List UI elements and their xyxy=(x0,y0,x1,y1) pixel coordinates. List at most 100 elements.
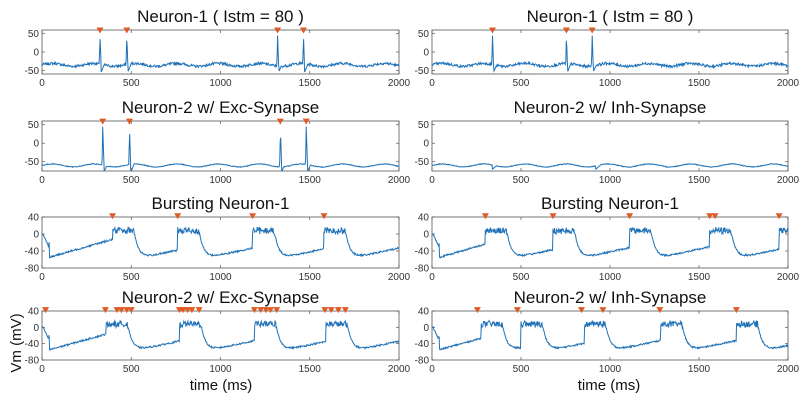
y-tick-label: 0 xyxy=(33,323,39,334)
spike-marker xyxy=(775,213,783,220)
spike-marker xyxy=(174,213,182,220)
y-tick-label: -40 xyxy=(415,339,430,350)
y-tick-label: 0 xyxy=(33,139,39,150)
x-tick-label: 0 xyxy=(429,272,435,283)
y-tick-label: -80 xyxy=(25,264,40,275)
spike-marker xyxy=(327,307,335,314)
y-tick-label: -80 xyxy=(415,264,430,275)
membrane-trace xyxy=(431,227,789,259)
x-tick-label: 1500 xyxy=(688,78,711,89)
spike-marker xyxy=(273,307,281,314)
x-axis-label-left: time (ms) xyxy=(190,377,253,394)
x-tick-label: 1000 xyxy=(599,364,622,375)
spike-marker xyxy=(127,307,135,314)
chart-title: Bursting Neuron-1 xyxy=(152,194,290,213)
spike-marker xyxy=(562,27,570,34)
chart-panel: Neuron-2 w/ Inh-Synapse 0 500 1000 1500 2000 4… xyxy=(415,288,800,375)
spike-marker xyxy=(334,307,342,314)
spike-marker xyxy=(711,213,719,220)
spike-marker xyxy=(188,307,196,314)
membrane-trace xyxy=(431,319,789,351)
x-tick-label: 500 xyxy=(123,78,140,89)
y-tick-label: -40 xyxy=(415,247,430,258)
y-axis-label: Vm (mV) xyxy=(8,313,25,372)
y-tick-label: -50 xyxy=(415,66,430,77)
spike-marker xyxy=(274,27,282,34)
spike-marker xyxy=(101,307,109,314)
spike-marker xyxy=(249,213,257,220)
x-tick-label: 0 xyxy=(39,175,45,186)
x-tick-label: 0 xyxy=(39,78,45,89)
y-tick-label: 40 xyxy=(418,213,430,224)
spike-marker xyxy=(513,307,521,314)
spike-marker xyxy=(276,118,284,125)
spike-marker xyxy=(126,118,133,125)
plot-frame xyxy=(41,216,400,269)
y-tick-label: -40 xyxy=(25,247,40,258)
chart-title: Neuron-2 w/ Inh-Synapse xyxy=(514,288,707,307)
y-tick-label: 40 xyxy=(418,307,430,318)
y-tick-label: -50 xyxy=(25,66,40,77)
chart-panel: Neuron-1 ( Istm = 80 )0 500 1000 1500 200050… xyxy=(415,7,800,89)
x-tick-label: 500 xyxy=(123,175,140,186)
x-tick-label: 500 xyxy=(513,364,530,375)
x-tick-label: 1000 xyxy=(209,364,232,375)
spike-marker xyxy=(123,307,131,314)
x-tick-label: 500 xyxy=(123,364,140,375)
chart-panel: Neuron-1 ( Istm = 80 )0 500 1000 1500 200050… xyxy=(25,7,411,89)
spike-marker xyxy=(732,307,740,314)
x-tick-label: 1000 xyxy=(209,175,232,186)
spike-marker xyxy=(195,307,203,314)
panels: Neuron-1 ( Istm = 80 )0 500 1000 1500 200050… xyxy=(25,7,800,375)
chart-title: Neuron-1 ( Istm = 80 ) xyxy=(527,7,694,26)
x-tick-label: 1000 xyxy=(209,78,232,89)
spike-marker xyxy=(578,307,585,314)
membrane-trace xyxy=(41,318,399,351)
membrane-trace xyxy=(431,162,789,171)
x-tick-label: 1500 xyxy=(688,175,711,186)
spike-marker xyxy=(99,118,107,125)
y-tick-label: 0 xyxy=(423,48,429,59)
spike-marker xyxy=(706,213,714,220)
x-tick-label: 1500 xyxy=(299,272,322,283)
x-tick-label: 500 xyxy=(123,272,140,283)
spike-marker xyxy=(588,27,596,34)
x-tick-label: 1500 xyxy=(299,364,322,375)
spike-marker xyxy=(321,307,329,314)
spike-marker xyxy=(599,307,607,314)
y-tick-label: 50 xyxy=(28,120,40,131)
spike-marker xyxy=(117,307,125,314)
spike-marker xyxy=(489,27,496,34)
membrane-trace xyxy=(41,225,400,259)
x-tick-label: 0 xyxy=(429,78,435,89)
membrane-trace xyxy=(41,126,400,172)
spike-marker xyxy=(257,307,265,314)
x-tick-label: 1000 xyxy=(209,272,232,283)
x-tick-label: 0 xyxy=(39,272,45,283)
x-tick-label: 2000 xyxy=(388,78,411,89)
y-tick-label: -80 xyxy=(25,356,40,367)
y-tick-label: 0 xyxy=(33,48,39,59)
y-tick-label: 50 xyxy=(28,29,40,40)
x-tick-label: 2000 xyxy=(777,175,800,186)
chart-title: Neuron-1 ( Istm = 80 ) xyxy=(137,7,304,26)
y-tick-label: -40 xyxy=(25,339,40,350)
x-tick-label: 2000 xyxy=(388,364,411,375)
spike-marker xyxy=(109,213,116,220)
y-tick-label: 0 xyxy=(423,139,429,150)
y-tick-label: 50 xyxy=(418,120,430,131)
x-tick-label: 0 xyxy=(39,364,45,375)
x-tick-label: 2000 xyxy=(777,364,800,375)
plot-frame xyxy=(431,29,789,75)
spike-marker xyxy=(300,27,307,34)
chart-panel: Bursting Neuron-1 0 500 1000 1500 2000 40 0 -40 -… xyxy=(25,194,411,283)
y-tick-label: 0 xyxy=(423,230,429,241)
y-tick-label: -50 xyxy=(25,157,40,168)
spike-marker xyxy=(481,213,489,220)
membrane-trace xyxy=(431,35,789,73)
x-tick-label: 2000 xyxy=(388,272,411,283)
y-tick-label: 0 xyxy=(423,323,429,334)
x-tick-label: 1500 xyxy=(688,272,711,283)
